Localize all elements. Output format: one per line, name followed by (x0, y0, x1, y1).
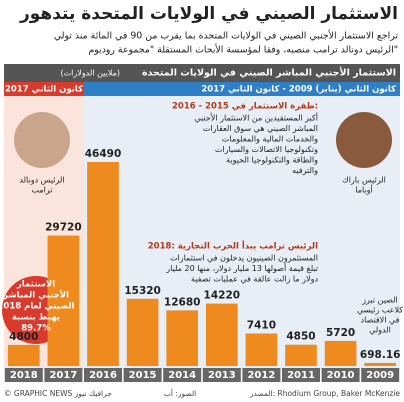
bar (126, 298, 159, 366)
china-note: كلاعب رئيسي (357, 306, 403, 315)
photo-caption: أوباما (355, 185, 372, 195)
credit: © GRAPHIC NEWS جرافيك نيوز (4, 389, 112, 398)
annotation-line: والطاقة والتكنولوجيا الحيوية (226, 156, 318, 165)
year-box (242, 368, 281, 382)
annotation-line: والخدمات المالية والمعلومات (222, 135, 318, 144)
subtitle-line: الرئيس دونالد ترامب منصبه، وفقا لمؤسسة ا… (88, 44, 398, 56)
drop-text: الأجنبي المباشر (2, 290, 69, 301)
annotation-line: المباشر الصيني هي سوق العقارات (203, 124, 318, 133)
photo-caption: الرئيس باراك (342, 176, 386, 185)
bar (87, 162, 119, 366)
china-note: الدولي (369, 326, 391, 335)
bar (166, 310, 199, 366)
source: المصدر: Rhodium Group, Baker McKenzie (249, 389, 401, 398)
period-label: كانون الثاني (يناير) 2009 - كانون الثاني… (201, 85, 396, 95)
year-box (321, 368, 360, 382)
x-tick-label: 2017 (49, 370, 77, 381)
bar (324, 340, 357, 366)
trump-band (4, 82, 84, 96)
china-note: الصين تبرز (361, 296, 398, 305)
china-note: في الاقتصاد (361, 316, 400, 325)
value-label: 5720 (326, 327, 355, 339)
period-label: كانون الثاني 2017 (5, 85, 83, 95)
bar (364, 362, 397, 366)
x-tick-label: 2010 (327, 370, 355, 381)
value-label: 46490 (85, 148, 122, 160)
value-label: 4800 (9, 331, 38, 343)
value-label: 7410 (247, 319, 276, 331)
drop-text: 89.7% (21, 324, 51, 334)
annotation-title: 2018: الرئيس ترامب يبدأ الحرب التجارية (148, 240, 318, 252)
x-tick-label: 2009 (366, 370, 394, 381)
photo-caption: ترامب (31, 186, 52, 195)
subtitle-line: تراجع الاستثمار الأجنبي الصيني في الولاي… (54, 30, 399, 42)
photo-caption: الرئيس دونالد (19, 176, 64, 185)
bar (47, 235, 80, 366)
year-box (361, 368, 400, 382)
unit: (ملايين الدولارات) (61, 69, 120, 78)
annotation-line: تبلغ قيمة أصولها 13 مليار دولار، منها 20… (165, 263, 318, 273)
value-label: 4850 (286, 331, 315, 343)
title: الاستثمار الصيني في الولايات المتحدة يتد… (19, 4, 398, 24)
year-box (163, 368, 202, 382)
value-label: 12680 (164, 296, 201, 308)
annotation-line: والترفيه (292, 166, 318, 175)
header-bar (4, 64, 400, 82)
value-label: 15320 (124, 285, 161, 297)
value-label: 14220 (204, 290, 241, 302)
x-tick-label: 2016 (89, 370, 117, 381)
chart-layer: 4800 2018 29720 2017 46490 2016 15320 2015 12680… (0, 102, 403, 399)
year-box (44, 368, 83, 382)
year-box (281, 368, 321, 382)
x-tick-label: 2015 (129, 370, 157, 381)
annotation-line: دولار ما زالت عالقة في عمليات تصفية (191, 275, 318, 284)
year-box (83, 368, 123, 382)
photo-credit: الصور: أب (164, 388, 196, 398)
year-box (123, 368, 162, 382)
chart-title: الاستثمار الأجنبي المباشر الصيني في الول… (142, 67, 396, 79)
drop-text: الصيني لعام 2018 (0, 302, 75, 312)
x-tick-label: 2011 (287, 370, 315, 381)
annotation-line: وتكنولوجيا الاتصالات والسيارات (215, 145, 318, 154)
annotation-title: طفرة الاستثمار في 2015 - 2016: (172, 102, 318, 112)
trump-photo (14, 112, 70, 168)
bar (7, 344, 40, 366)
bar (245, 333, 278, 366)
year-box (202, 368, 241, 382)
obama-band (84, 82, 400, 96)
value-label: 698.16 (360, 349, 401, 361)
annotation-line: أكبر المستفيدين من الاستثمار الأجنبي (194, 113, 318, 123)
annotation-line: المستثمرون الصينيون يدخلون في استثمارات (170, 254, 318, 263)
bar (285, 344, 317, 366)
year-box (4, 368, 43, 382)
drop-text: الاستثمار (16, 280, 55, 290)
x-tick-label: 2018 (10, 370, 38, 381)
x-tick-label: 2013 (208, 370, 236, 381)
x-tick-label: 2014 (168, 370, 196, 381)
obama-photo (336, 112, 392, 168)
x-tick-label: 2012 (247, 370, 275, 381)
value-label: 29720 (45, 222, 82, 234)
bar (205, 303, 238, 366)
drop-text: يهبط بنسبة (12, 313, 60, 323)
